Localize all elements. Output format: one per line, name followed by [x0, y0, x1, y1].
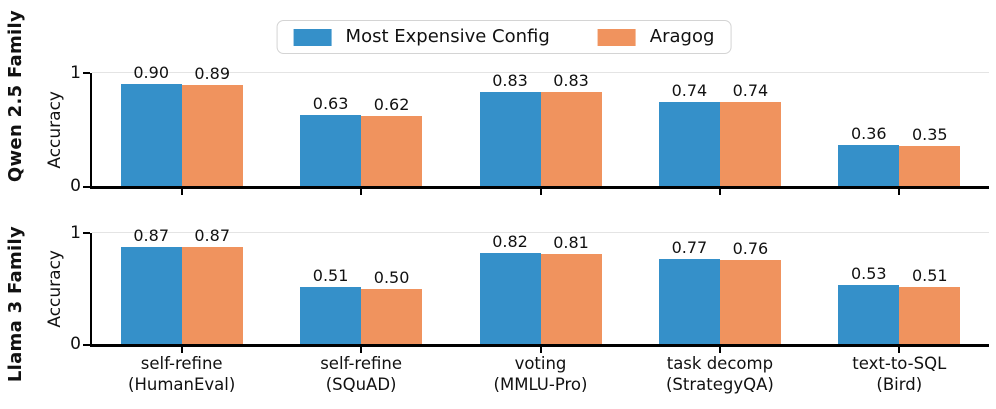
bar-most-expensive-config: 0.36 — [838, 126, 900, 186]
bar-aragog: 0.62 — [361, 96, 423, 186]
y-axis-spine — [90, 73, 92, 189]
y-tick-label: 1 — [70, 223, 81, 243]
bar-value-label: 0.89 — [194, 64, 230, 84]
plot-area-qwen: 1 0 0.90 0.89 0.63 0.62 0.83 0.83 0.74 0.74 0.36… — [70, 65, 989, 195]
legend-label: Aragog — [649, 26, 715, 47]
x-category-label: self-refine (HumanEval) — [128, 354, 236, 395]
orange-square-swatch-icon — [597, 28, 636, 46]
bar-aragog: 0.87 — [181, 228, 243, 344]
bar-most-expensive-config: 0.53 — [838, 266, 900, 344]
bar-value-label: 0.51 — [911, 266, 948, 286]
bar-aragog: 0.35 — [899, 127, 961, 186]
bar-aragog: 0.89 — [181, 66, 243, 186]
x-tick-mark — [898, 346, 901, 353]
bar-value-label: 0.63 — [312, 93, 349, 113]
bar-value-label: 0.82 — [492, 231, 528, 251]
x-tick-mark — [718, 188, 721, 195]
bar-value-label: 0.87 — [133, 226, 169, 246]
blue-square-swatch-icon — [293, 28, 332, 46]
bar-value-label: 0.62 — [373, 94, 410, 114]
x-category-label: voting (MMLU-Pro) — [493, 354, 588, 395]
y-tick-mark — [83, 72, 90, 75]
y-axis-label-bottom: Accuracy — [45, 249, 65, 328]
bar-group: 0.87 0.87 — [120, 228, 243, 344]
x-category-label: self-refine (SQuAD) — [320, 354, 402, 395]
bar-most-expensive-config: 0.77 — [658, 239, 720, 344]
x-category-label: task decomp (StrategyQA) — [665, 354, 774, 395]
bar-most-expensive-config: 0.83 — [479, 73, 541, 186]
bar-value-label: 0.53 — [850, 264, 887, 284]
x-category-label: text-to-SQL (Bird) — [852, 354, 947, 395]
bar-group: 0.74 0.74 — [658, 73, 781, 186]
bar-most-expensive-config: 0.87 — [120, 228, 182, 344]
bar-value-label: 0.81 — [553, 233, 589, 253]
bar-value-label: 0.90 — [133, 63, 169, 83]
x-tick-mark — [539, 346, 542, 353]
x-tick-mark — [898, 188, 901, 195]
y-tick-label: 0 — [70, 334, 81, 354]
row-label-qwen-family: Qwen 2.5 Family — [4, 9, 26, 183]
x-axis-spine — [90, 186, 989, 189]
chart-legend: Most Expensive Config Aragog — [276, 20, 732, 54]
y-axis-spine — [90, 233, 92, 347]
bar-value-label: 0.77 — [671, 237, 708, 257]
bar-value-label: 0.51 — [312, 266, 349, 286]
bar-value-label: 0.74 — [732, 81, 769, 101]
x-tick-mark — [180, 346, 183, 353]
bar-aragog: 0.76 — [719, 240, 781, 344]
y-tick-label: 0 — [70, 176, 81, 196]
x-tick-mark — [360, 346, 363, 353]
bar-value-label: 0.74 — [671, 81, 708, 101]
bar-value-label: 0.83 — [553, 71, 589, 91]
plot-area-llama: 1 0 0.87 0.87 0.51 0.50 0.82 0.81 0.77 0.76 0.53… — [70, 225, 989, 353]
bar-aragog: 0.50 — [361, 269, 423, 344]
bar-group: 0.51 0.50 — [300, 233, 423, 344]
bar-most-expensive-config: 0.82 — [479, 233, 541, 344]
bar-group: 0.36 0.35 — [838, 73, 961, 186]
bar-group: 0.82 0.81 — [479, 233, 602, 344]
x-tick-mark — [180, 188, 183, 195]
y-tick-mark — [83, 185, 90, 188]
legend-entry-most-expensive-config: Most Expensive Config — [293, 26, 550, 47]
x-tick-mark — [539, 188, 542, 195]
bar-value-label: 0.76 — [732, 238, 769, 258]
bar-most-expensive-config: 0.51 — [300, 268, 362, 344]
y-tick-mark — [83, 232, 90, 235]
bar-most-expensive-config: 0.63 — [300, 95, 362, 186]
row-label-llama-family: Llama 3 Family — [4, 225, 26, 383]
x-tick-mark — [360, 188, 363, 195]
x-axis-category-labels: self-refine (HumanEval) self-refine (SQuAD)… — [92, 353, 989, 397]
bar-most-expensive-config: 0.90 — [120, 65, 182, 186]
legend-label: Most Expensive Config — [345, 26, 550, 47]
bar-group: 0.90 0.89 — [120, 65, 243, 186]
legend-entry-aragog: Aragog — [597, 26, 715, 47]
bar-value-label: 0.35 — [911, 125, 948, 145]
bar-aragog: 0.51 — [899, 268, 961, 344]
bar-aragog: 0.83 — [540, 73, 602, 186]
x-tick-mark — [718, 346, 721, 353]
bar-value-label: 0.83 — [492, 71, 528, 91]
bar-group: 0.53 0.51 — [838, 233, 961, 344]
y-tick-label: 1 — [70, 63, 81, 83]
bar-aragog: 0.74 — [719, 83, 781, 186]
gridline-y1 — [92, 232, 989, 234]
bar-group: 0.77 0.76 — [658, 233, 781, 344]
bar-group: 0.63 0.62 — [300, 73, 423, 186]
bar-value-label: 0.87 — [194, 226, 230, 246]
y-axis-label-top: Accuracy — [45, 90, 65, 169]
x-axis-spine — [90, 344, 989, 347]
y-tick-mark — [83, 343, 90, 346]
bar-group: 0.83 0.83 — [479, 73, 602, 186]
gridline-y1 — [92, 72, 989, 74]
bar-value-label: 0.50 — [373, 267, 410, 287]
bar-value-label: 0.36 — [850, 124, 887, 144]
bar-most-expensive-config: 0.74 — [658, 83, 720, 186]
bar-aragog: 0.81 — [540, 235, 602, 344]
